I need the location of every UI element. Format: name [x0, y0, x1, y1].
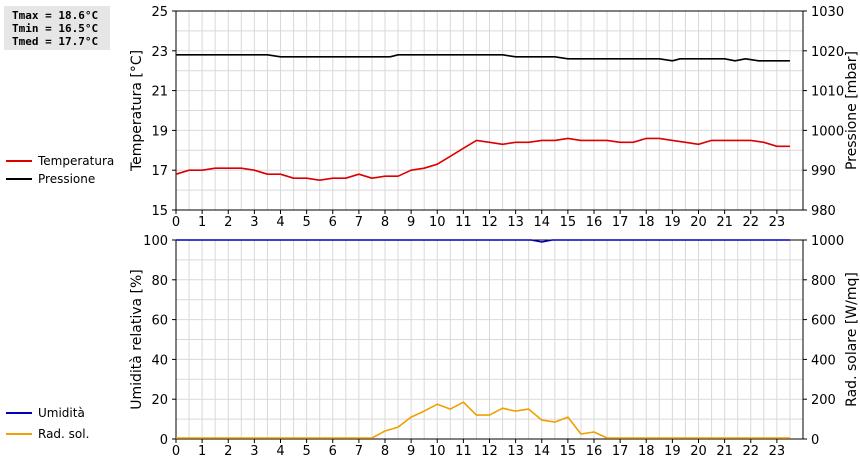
panel2-xtick-label: 5 — [302, 444, 310, 459]
panel2-xtick-label: 20 — [690, 444, 707, 459]
legend-swatch-temperatura — [6, 160, 32, 162]
legend-label-temperatura: Temperatura — [38, 154, 115, 168]
panel2-ytick-left-label: 40 — [151, 353, 168, 368]
panel1-series-temperatura — [175, 137, 790, 181]
panel1-xtick-label: 16 — [586, 215, 603, 230]
stats-box: Tmax = 18.6°C Tmin = 16.5°C Tmed = 17.7°… — [4, 6, 110, 50]
panel1-xtick-label: 18 — [638, 215, 655, 230]
legend-swatch-radsol — [6, 433, 32, 435]
panel2-xtick-label: 22 — [742, 444, 759, 459]
panel1-xtick-label: 9 — [407, 215, 415, 230]
legend-label-umidita: Umidità — [38, 406, 85, 420]
panel2-ytick-right-label: 600 — [811, 314, 836, 329]
panel2-ytick-right-label: 800 — [811, 274, 836, 289]
panel2-xtick-label: 13 — [507, 444, 524, 459]
panel2-xtick-label: 8 — [381, 444, 389, 459]
panel2-xtick-label: 17 — [612, 444, 629, 459]
panel2-xtick-label: 16 — [586, 444, 603, 459]
panel1-xtick-label: 19 — [664, 215, 681, 230]
panel1-xtick-label: 14 — [533, 215, 550, 230]
tmed-text: Tmed = 17.7°C — [12, 35, 99, 48]
panel1-ytick-right-label: 990 — [811, 164, 836, 179]
panel1-xtick-label: 5 — [302, 215, 310, 230]
panel1-ytick-right-label: 980 — [811, 204, 836, 219]
panel2-ytick-left-label: 100 — [143, 234, 168, 249]
panel1-xtick-label: 8 — [381, 215, 389, 230]
panel2-ytick-right-label: 200 — [811, 393, 836, 408]
panel1-ytick-left-label: 19 — [151, 124, 168, 139]
legend-item-radsol: Rad. sol. — [6, 425, 89, 443]
panel2-xtick-label: 23 — [769, 444, 786, 459]
panel1-xtick-label: 1 — [198, 215, 206, 230]
panel2-ytick-left-label: 60 — [151, 314, 168, 329]
panel1-xtick-label: 20 — [690, 215, 707, 230]
panel1-ylabel-right: Pressione [mbar] — [844, 51, 860, 170]
panel2-xtick-label: 11 — [455, 444, 472, 459]
panel1-ytick-left-label: 17 — [151, 164, 168, 179]
panel1-ytick-left-label: 15 — [151, 204, 168, 219]
panel1-ytick-left-label: 21 — [151, 85, 168, 100]
panel2-ytick-right-label: 400 — [811, 353, 836, 368]
panel1-xtick-label: 13 — [507, 215, 524, 230]
panel2-series-umidit — [176, 239, 790, 243]
panel2-ytick-left-label: 0 — [160, 433, 168, 448]
panel2-xtick-label: 0 — [172, 444, 180, 459]
panel1-series-pressione — [176, 53, 790, 62]
panel1-ytick-right-label: 1020 — [811, 45, 844, 60]
legend-label-pressione: Pressione — [38, 172, 96, 186]
legend-label-radsol: Rad. sol. — [38, 427, 90, 441]
panel2-series-radsol — [176, 401, 790, 439]
panel2-xtick-label: 14 — [533, 444, 550, 459]
panel2-xtick-label: 9 — [407, 444, 415, 459]
panel2-xtick-label: 2 — [224, 444, 232, 459]
legend-swatch-umidita — [6, 412, 32, 414]
panel1-xtick-label: 15 — [560, 215, 577, 230]
panel2-xtick-label: 19 — [664, 444, 681, 459]
panel2-ytick-left-label: 20 — [151, 393, 168, 408]
panel1-ytick-left-label: 23 — [151, 45, 168, 60]
panel2-ylabel-right: Rad. solare [W/mq] — [844, 272, 860, 407]
panel2-ytick-right-label: 0 — [811, 433, 819, 448]
panel2-xtick-label: 3 — [250, 444, 258, 459]
tmax-text: Tmax = 18.6°C — [12, 9, 99, 22]
panel2-ytick-right-label: 1000 — [811, 234, 844, 249]
panel2-xtick-label: 6 — [329, 444, 337, 459]
panel2-xtick-label: 10 — [429, 444, 446, 459]
panel2-xtick-label: 15 — [560, 444, 577, 459]
panel1-xtick-label: 7 — [355, 215, 363, 230]
legend-swatch-pressione — [6, 178, 32, 180]
panel1-xtick-label: 3 — [250, 215, 258, 230]
legend-item-umidita: Umidità — [6, 404, 85, 422]
panel1-xtick-label: 12 — [481, 215, 498, 230]
panel1-xtick-label: 22 — [742, 215, 759, 230]
panel1-ytick-right-label: 1030 — [811, 5, 844, 20]
panel1-ytick-left-label: 25 — [151, 5, 168, 20]
panel1-xtick-label: 23 — [769, 215, 786, 230]
panel2-xtick-label: 7 — [355, 444, 363, 459]
panel1-xtick-label: 2 — [224, 215, 232, 230]
legend-item-temperatura: Temperatura — [6, 152, 114, 170]
panel1-xtick-label: 4 — [276, 215, 284, 230]
panel1-xtick-label: 0 — [172, 215, 180, 230]
panel2-ylabel-left: Umidità relativa [%] — [129, 269, 145, 410]
panel2-xtick-label: 1 — [198, 444, 206, 459]
legend-top: Temperatura Pressione — [6, 152, 114, 188]
panel1-xtick-label: 21 — [716, 215, 733, 230]
panel1-xtick-label: 6 — [329, 215, 337, 230]
panel1-ylabel-left: Temperatura [°C] — [129, 50, 145, 172]
panel2-ytick-left-label: 80 — [151, 274, 168, 289]
panel2-xtick-label: 21 — [716, 444, 733, 459]
panel1-xtick-label: 11 — [455, 215, 472, 230]
panel1-ytick-right-label: 1000 — [811, 124, 844, 139]
legend-item-pressione: Pressione — [6, 170, 114, 188]
panel1-xtick-label: 17 — [612, 215, 629, 230]
tmin-text: Tmin = 16.5°C — [12, 22, 99, 35]
panel1-ytick-right-label: 1010 — [811, 85, 844, 100]
panel2-xtick-label: 12 — [481, 444, 498, 459]
panel1-xtick-label: 10 — [429, 215, 446, 230]
panel2-xtick-label: 4 — [276, 444, 284, 459]
panel2-xtick-label: 18 — [638, 444, 655, 459]
